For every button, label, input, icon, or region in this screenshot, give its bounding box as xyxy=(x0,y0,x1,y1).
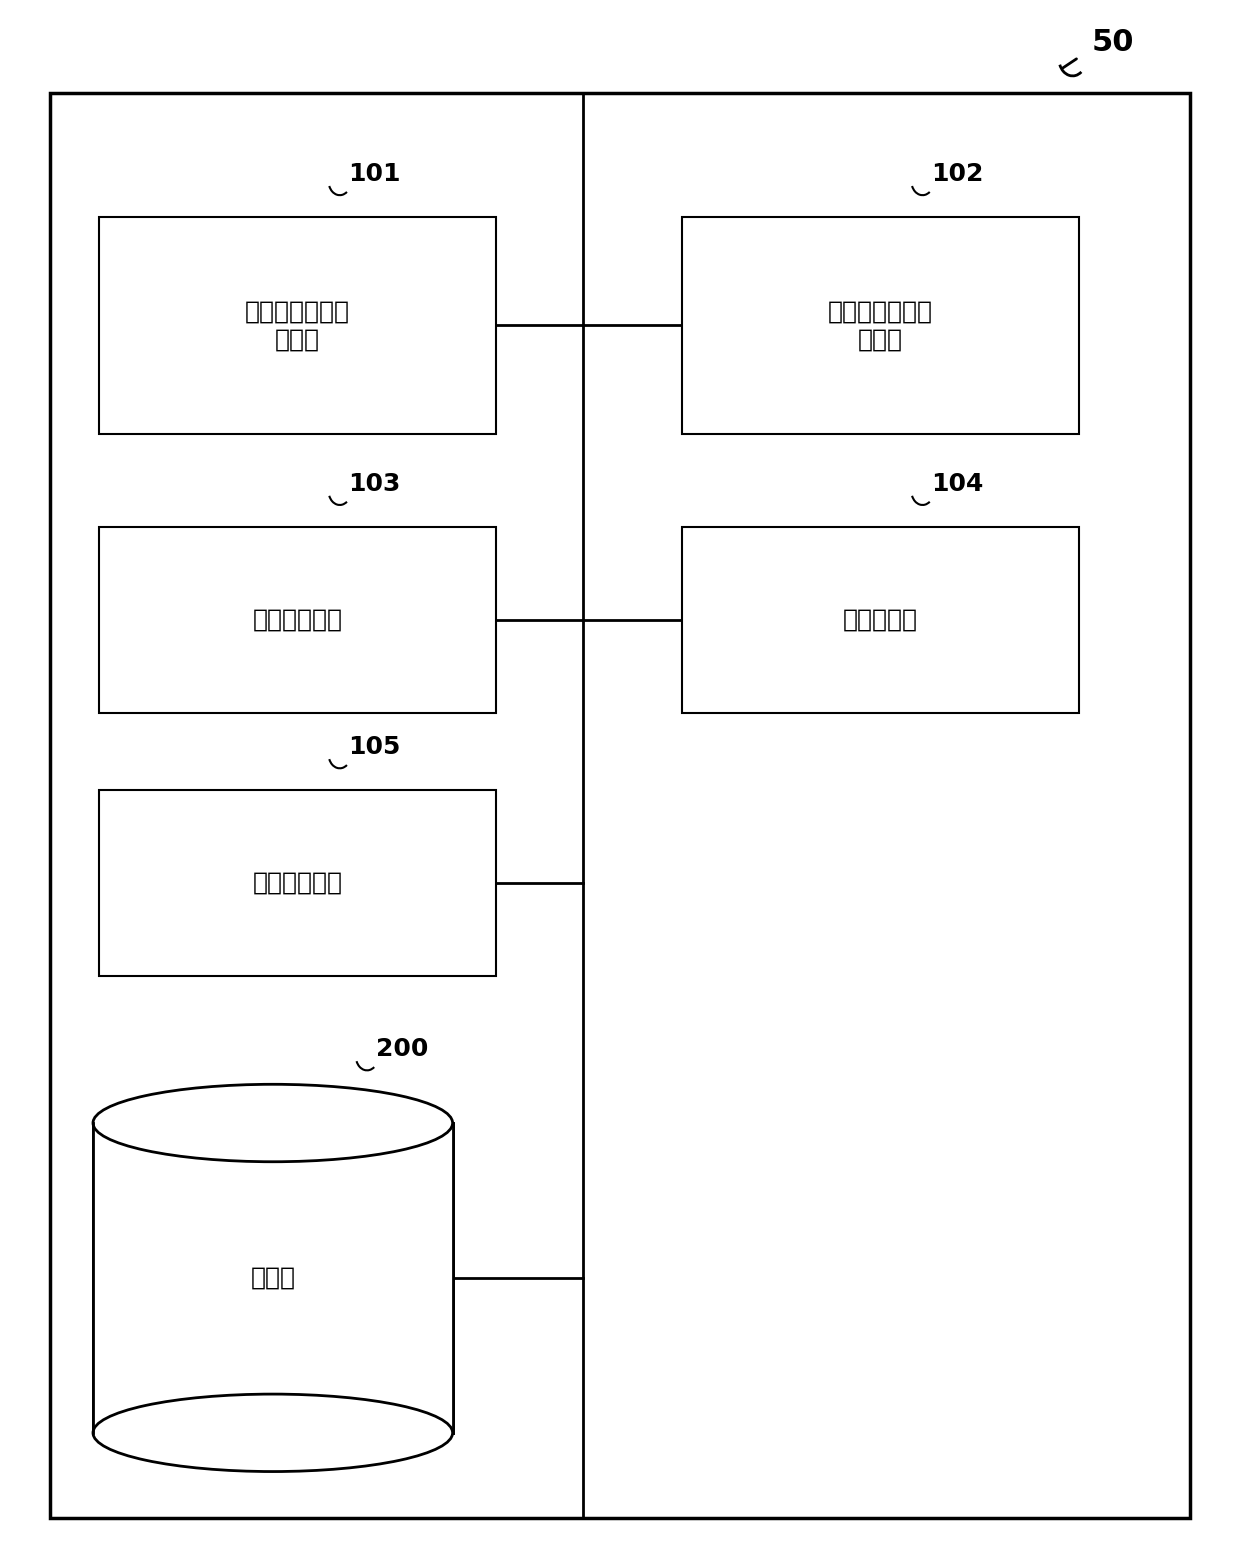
Text: 台数判断流量值
获取部: 台数判断流量值 获取部 xyxy=(246,299,350,352)
Text: 104: 104 xyxy=(931,472,983,496)
FancyBboxPatch shape xyxy=(682,527,1079,713)
Ellipse shape xyxy=(93,1394,453,1472)
FancyBboxPatch shape xyxy=(99,527,496,713)
Text: 50: 50 xyxy=(1091,28,1133,57)
FancyBboxPatch shape xyxy=(682,217,1079,434)
Text: 101: 101 xyxy=(348,163,401,186)
Text: 台数判断频率值
获取部: 台数判断频率值 获取部 xyxy=(828,299,932,352)
Text: 105: 105 xyxy=(348,736,401,759)
FancyBboxPatch shape xyxy=(99,217,496,434)
FancyBboxPatch shape xyxy=(99,790,496,976)
FancyBboxPatch shape xyxy=(50,93,1190,1518)
FancyBboxPatch shape xyxy=(93,1123,453,1433)
Text: 200: 200 xyxy=(376,1038,428,1061)
Text: 泵频率设定部: 泵频率设定部 xyxy=(253,607,342,632)
Text: 流量获取部: 流量获取部 xyxy=(843,607,918,632)
Text: 存储部: 存储部 xyxy=(250,1266,295,1290)
Text: 103: 103 xyxy=(348,472,401,496)
Text: 泵台数控制部: 泵台数控制部 xyxy=(253,871,342,895)
Ellipse shape xyxy=(93,1084,453,1162)
Text: 102: 102 xyxy=(931,163,983,186)
